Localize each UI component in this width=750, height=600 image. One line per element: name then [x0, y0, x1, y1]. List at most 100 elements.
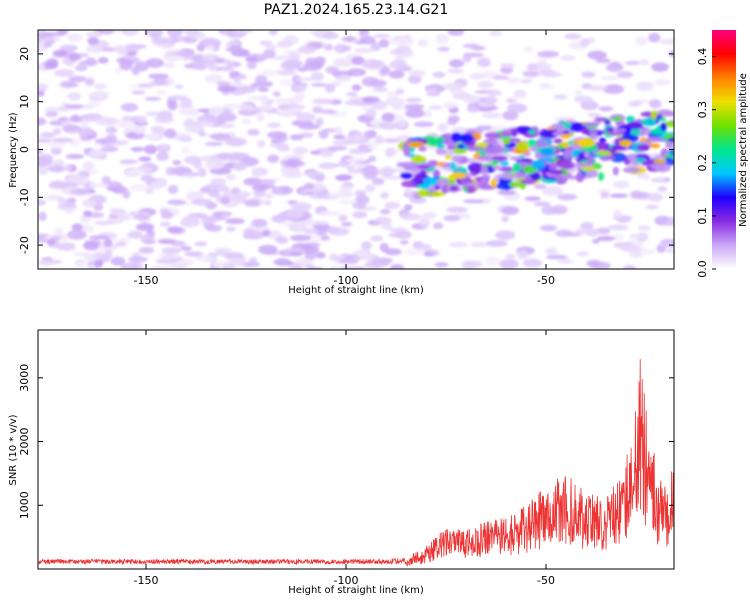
heatmap-cell: [447, 115, 460, 123]
heatmap-cell: [668, 148, 674, 156]
snr-ticks: -150 -100 -50 1000 2000 3000: [18, 330, 674, 587]
heatmap-cell: [636, 144, 650, 152]
heatmap-cell: [46, 238, 56, 246]
heatmap-cell: [466, 185, 476, 192]
heatmap-cell: [637, 225, 651, 231]
heatmap-cell: [48, 180, 69, 190]
heatmap-cell: [432, 71, 446, 78]
heatmap-cell: [522, 72, 540, 78]
heatmap-cell: [559, 134, 572, 139]
heatmap-cell: [373, 34, 391, 39]
heatmap-cell: [338, 184, 354, 192]
heatmap-cell: [97, 57, 109, 64]
heatmap-cell: [585, 228, 600, 237]
heatmap-cell: [361, 76, 380, 87]
colorbar-tick-label: 0.2: [696, 154, 709, 172]
heatmap-cell: [384, 147, 396, 158]
heatmap-cell: [490, 178, 498, 188]
heatmap-cell: [267, 131, 288, 139]
heatmap-cell: [620, 245, 642, 253]
heatmap-cell: [585, 154, 595, 165]
heatmap-cell: [214, 184, 229, 192]
heatmap-cell: [446, 206, 468, 213]
heatmap-cell: [436, 144, 446, 149]
heatmap-cell: [651, 143, 661, 149]
spectrogram-xlabel: Height of straight line (km): [288, 285, 424, 296]
heatmap-cell: [174, 259, 195, 267]
heatmap-cell: [332, 80, 342, 87]
heatmap-cell: [437, 122, 448, 132]
heatmap-cell: [52, 49, 68, 57]
heatmap-cell: [166, 226, 184, 234]
heatmap-cell: [44, 106, 62, 113]
heatmap-cell: [45, 111, 59, 118]
y-tick-label: -20: [18, 236, 31, 254]
heatmap-cell: [221, 263, 236, 269]
heatmap-cell: [417, 189, 431, 197]
heatmap-cell: [179, 136, 193, 143]
heatmap-cell: [167, 199, 186, 206]
heatmap-cell: [216, 81, 231, 87]
heatmap-cell: [276, 146, 291, 152]
heatmap-cell: [541, 186, 564, 196]
heatmap-cell: [419, 170, 427, 178]
heatmap-cell: [217, 112, 237, 122]
heatmap-cell: [592, 238, 601, 244]
heatmap-cell: [108, 208, 126, 213]
heatmap-cell: [384, 248, 402, 256]
heatmap-cell: [533, 201, 551, 207]
heatmap-cell: [65, 59, 74, 67]
heatmap-cell: [145, 30, 164, 37]
heatmap-cell: [93, 251, 105, 257]
colorbar-tick-label: 0.4: [696, 48, 709, 66]
heatmap-cell: [389, 60, 408, 70]
heatmap-cell: [577, 152, 585, 159]
heatmap-cell: [397, 120, 407, 129]
heatmap-cell: [269, 230, 281, 238]
heatmap-cell: [389, 264, 405, 269]
heatmap-cell: [581, 71, 596, 78]
heatmap-cell: [462, 52, 472, 63]
heatmap-cell: [583, 151, 590, 157]
heatmap-cell: [294, 104, 306, 110]
heatmap-cell: [216, 85, 237, 93]
heatmap-cell: [579, 222, 594, 230]
heatmap-cell: [654, 79, 671, 86]
heatmap-cell: [400, 213, 422, 221]
heatmap-cell: [422, 110, 433, 118]
heatmap-cell: [333, 134, 346, 140]
heatmap-cell: [71, 114, 80, 121]
heatmap-cell: [312, 223, 331, 230]
heatmap-cell: [52, 128, 62, 136]
heatmap-cell: [451, 132, 462, 143]
heatmap-cell: [304, 233, 326, 243]
heatmap-cell: [461, 94, 481, 103]
heatmap-cell: [221, 213, 231, 219]
heatmap-cell: [652, 177, 666, 182]
heatmap-cell: [243, 229, 265, 240]
heatmap-cell: [459, 133, 474, 143]
heatmap-cell: [182, 173, 196, 178]
heatmap-cell: [275, 236, 289, 244]
heatmap-cell: [483, 145, 502, 156]
heatmap-cell: [225, 174, 237, 181]
heatmap-cell: [580, 127, 590, 135]
heatmap-cell: [70, 188, 90, 195]
heatmap-cell: [619, 139, 633, 147]
heatmap-cell: [595, 58, 611, 63]
heatmap-cell: [143, 239, 157, 245]
heatmap-cell: [119, 159, 139, 165]
heatmap-cell: [448, 59, 465, 68]
heatmap-cell: [298, 132, 314, 138]
heatmap-cell: [322, 32, 339, 40]
heatmap-cell: [548, 161, 558, 171]
heatmap-cell: [541, 129, 559, 139]
heatmap-cell: [665, 112, 674, 117]
heatmap-cell: [404, 103, 425, 111]
heatmap-cell: [506, 77, 521, 84]
heatmap-cell: [120, 102, 139, 112]
heatmap-cell: [660, 241, 674, 249]
heatmap-cell: [630, 127, 641, 136]
heatmap-cell: [201, 216, 217, 225]
y-tick-label: 2000: [18, 428, 31, 456]
